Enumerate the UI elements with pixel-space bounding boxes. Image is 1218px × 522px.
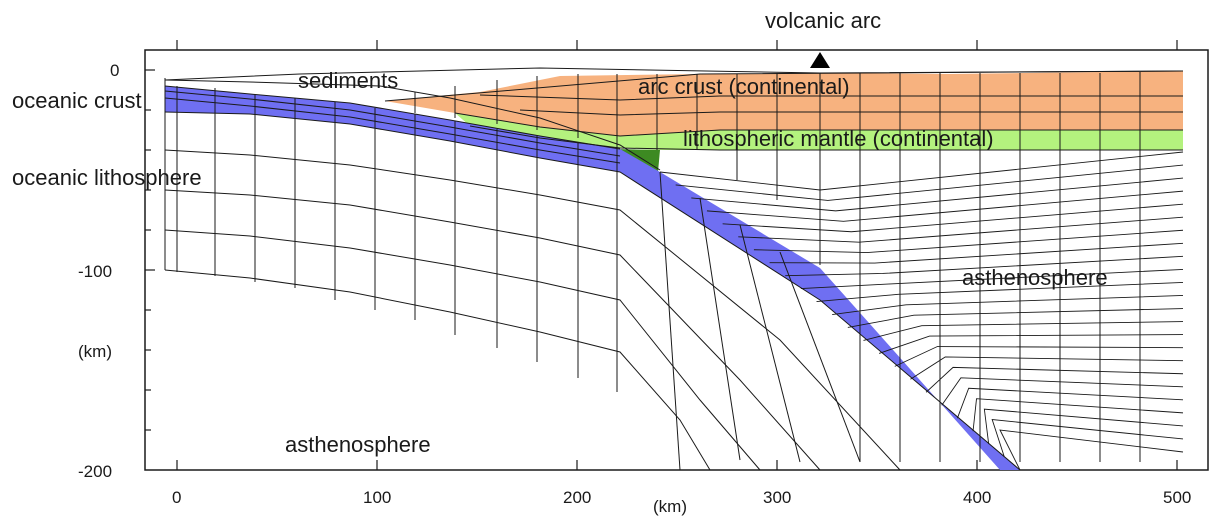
oceanic-lithosphere-label: oceanic lithosphere	[12, 165, 202, 190]
asthenosphere-right-label: asthenosphere	[962, 265, 1108, 290]
x-unit-label: (km)	[653, 497, 687, 516]
fan-line	[753, 229, 1184, 254]
subducting-slab	[165, 86, 1020, 470]
fan-line	[941, 377, 1184, 406]
fan-line	[972, 398, 1184, 432]
fan-line	[832, 295, 1184, 315]
x-tick-100: 100	[363, 488, 391, 507]
y-tick-100: -100	[78, 262, 112, 281]
fan-line	[800, 268, 1184, 290]
lithospheric-mantle-layer	[455, 113, 1183, 150]
fan-line	[991, 419, 1184, 458]
x-axis	[176, 40, 1178, 470]
x-tick-400: 400	[963, 488, 991, 507]
x-tick-300: 300	[763, 488, 791, 507]
fan-line	[738, 216, 1184, 243]
fan-line	[816, 281, 1184, 303]
fan-line	[878, 334, 1184, 354]
sediments-label: sediments	[298, 68, 398, 93]
fan-line	[785, 255, 1184, 277]
fan-line	[659, 151, 1184, 191]
y-axis	[145, 69, 155, 431]
fan-line	[722, 203, 1184, 233]
y-tick-200: -200	[78, 462, 112, 481]
fan-line	[925, 366, 1184, 393]
triangle-up-icon	[810, 52, 830, 68]
fan-line	[769, 242, 1184, 264]
fan-line	[983, 408, 1184, 445]
volcanic-arc-label: volcanic arc	[765, 8, 881, 33]
arc-crust-layer	[385, 71, 1183, 136]
x-tick-0: 0	[172, 488, 181, 507]
fan-line	[910, 356, 1184, 380]
x-tick-200: 200	[563, 488, 591, 507]
y-unit-label: (km)	[78, 342, 112, 361]
mesh-grid	[164, 67, 1184, 471]
plot-frame	[144, 49, 1209, 471]
fan-line	[894, 346, 1184, 367]
x-tick-500: 500	[1163, 488, 1191, 507]
asthenosphere-bottom-label: asthenosphere	[285, 432, 431, 457]
fan-line	[956, 387, 1184, 419]
lithospheric-mantle-label: lithospheric mantle (continental)	[683, 126, 994, 151]
fan-line	[706, 190, 1184, 222]
fan-line	[999, 429, 1184, 471]
fan-line	[675, 164, 1184, 201]
mantle-wedge-fan	[659, 151, 1184, 471]
fan-line	[847, 308, 1184, 328]
fan-line	[691, 177, 1184, 212]
arc-crust-label: arc crust (continental)	[638, 74, 850, 99]
fan-line	[863, 321, 1184, 341]
oceanic-crust-label: oceanic crust	[12, 88, 142, 113]
y-tick-0: 0	[110, 61, 119, 80]
